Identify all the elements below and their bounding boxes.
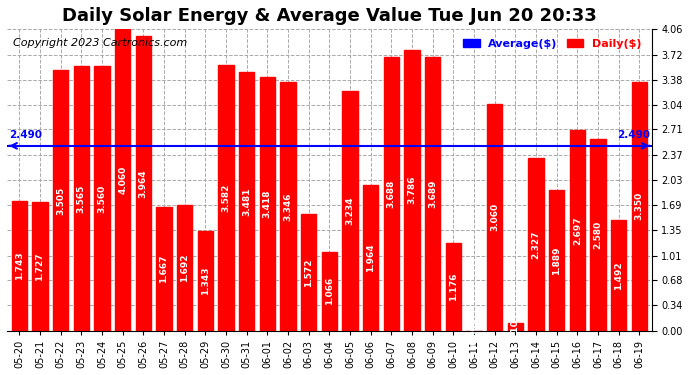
Bar	[342, 91, 357, 331]
Text: 2.327: 2.327	[531, 230, 540, 258]
Bar	[322, 252, 337, 331]
Text: 3.060: 3.060	[490, 203, 499, 231]
Bar	[301, 214, 317, 331]
Bar	[239, 72, 255, 331]
Text: 1.492: 1.492	[614, 261, 623, 290]
Legend: Average($), Daily($): Average($), Daily($)	[458, 35, 646, 54]
Text: 2.490: 2.490	[617, 130, 650, 140]
Text: 3.689: 3.689	[428, 180, 437, 208]
Bar	[177, 205, 193, 331]
Bar	[280, 82, 296, 331]
Bar	[425, 57, 440, 331]
Text: 3.688: 3.688	[387, 180, 396, 208]
Bar	[363, 185, 378, 331]
Bar	[115, 29, 130, 331]
Text: 3.234: 3.234	[346, 196, 355, 225]
Bar	[32, 202, 48, 331]
Bar	[487, 104, 502, 331]
Text: Copyright 2023 Cartronics.com: Copyright 2023 Cartronics.com	[13, 38, 188, 48]
Text: 1.964: 1.964	[366, 243, 375, 272]
Bar	[53, 70, 68, 331]
Text: 1.889: 1.889	[552, 246, 561, 275]
Text: 3.582: 3.582	[221, 183, 230, 212]
Text: 0.000: 0.000	[469, 317, 478, 345]
Text: 1.572: 1.572	[304, 258, 313, 286]
Title: Daily Solar Energy & Average Value Tue Jun 20 20:33: Daily Solar Energy & Average Value Tue J…	[62, 7, 597, 25]
Bar	[12, 201, 27, 331]
Text: 3.481: 3.481	[242, 187, 251, 216]
Text: 3.346: 3.346	[284, 192, 293, 221]
Text: 3.964: 3.964	[139, 169, 148, 198]
Text: 1.727: 1.727	[35, 252, 45, 281]
Text: 1.692: 1.692	[180, 254, 189, 282]
Bar	[404, 50, 420, 331]
Text: 3.560: 3.560	[97, 184, 106, 213]
Text: 1.667: 1.667	[159, 255, 168, 283]
Text: 2.580: 2.580	[593, 221, 602, 249]
Bar	[136, 36, 151, 331]
Bar	[74, 66, 89, 331]
Bar	[549, 190, 564, 331]
Text: 3.786: 3.786	[408, 176, 417, 204]
Text: 0.103: 0.103	[511, 313, 520, 341]
Bar	[95, 66, 110, 331]
Bar	[569, 130, 585, 331]
Text: 1.066: 1.066	[325, 277, 334, 305]
Bar	[529, 158, 544, 331]
Bar	[384, 57, 399, 331]
Text: 1.743: 1.743	[15, 252, 24, 280]
Text: 1.176: 1.176	[448, 273, 458, 301]
Bar	[259, 77, 275, 331]
Text: 3.418: 3.418	[263, 189, 272, 218]
Bar	[197, 231, 213, 331]
Text: 4.060: 4.060	[118, 166, 127, 194]
Bar	[590, 139, 606, 331]
Text: 3.565: 3.565	[77, 184, 86, 213]
Text: 3.350: 3.350	[635, 192, 644, 220]
Text: 3.505: 3.505	[56, 186, 65, 215]
Text: 2.490: 2.490	[9, 130, 42, 140]
Bar	[611, 220, 627, 331]
Text: 1.343: 1.343	[201, 267, 210, 295]
Bar	[631, 82, 647, 331]
Bar	[508, 323, 523, 331]
Bar	[156, 207, 172, 331]
Bar	[446, 243, 461, 331]
Text: 2.697: 2.697	[573, 216, 582, 245]
Bar	[218, 65, 234, 331]
